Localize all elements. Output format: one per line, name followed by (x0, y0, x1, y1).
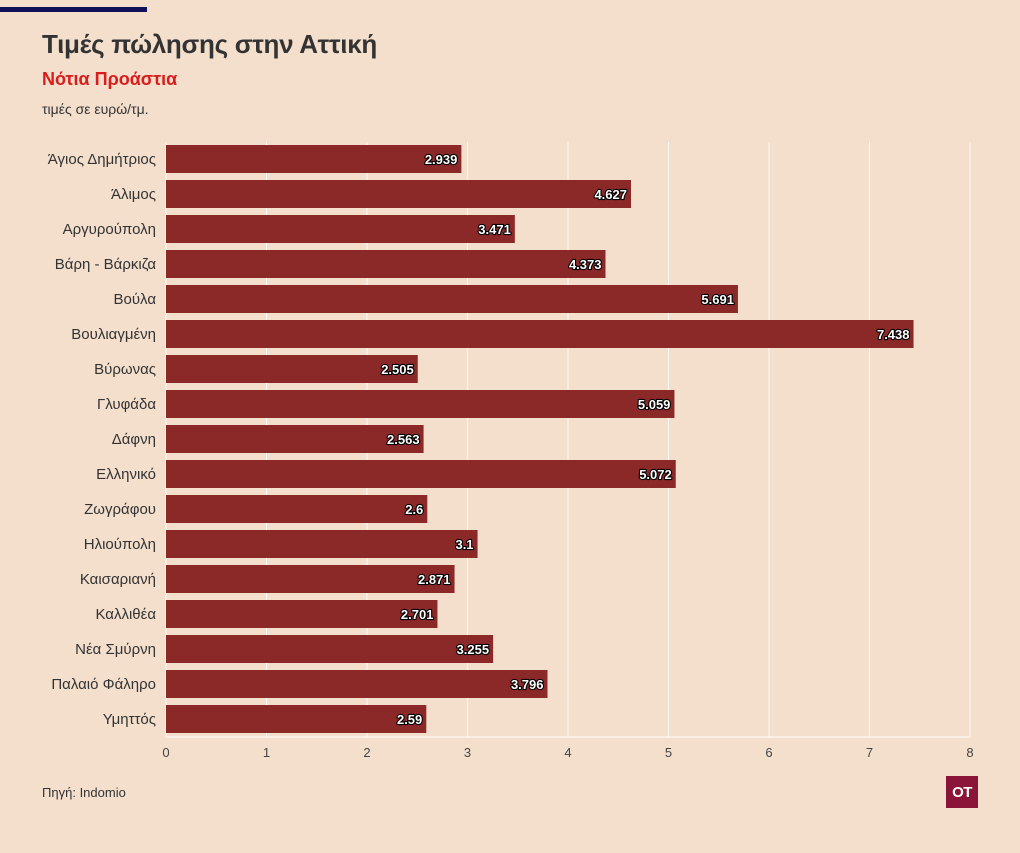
bar (166, 705, 427, 733)
value-label: 5.059 (638, 397, 671, 412)
category-label: Βάρη - Βάρκιζα (55, 256, 157, 273)
value-label: 3.796 (511, 677, 544, 692)
units-label: τιμές σε ευρώ/τμ. (42, 101, 149, 117)
category-label: Βούλα (114, 291, 157, 308)
bar (166, 495, 428, 523)
category-label: Ηλιούπολη (84, 536, 156, 553)
category-label: Ελληνικό (96, 466, 156, 483)
x-tick-label: 1 (263, 745, 270, 760)
bar (166, 180, 632, 208)
category-label: Γλυφάδα (97, 396, 156, 413)
category-label: Ζωγράφου (84, 501, 156, 518)
x-tick-label: 5 (665, 745, 672, 760)
ot-logo: OT (946, 776, 978, 808)
bar (166, 425, 424, 453)
value-label: 2.701 (401, 607, 434, 622)
bar (166, 460, 676, 488)
x-tick-label: 0 (162, 745, 169, 760)
bar (166, 285, 738, 313)
value-label: 2.505 (381, 362, 414, 377)
category-label: Παλαιό Φάληρο (51, 676, 156, 693)
bar (166, 565, 455, 593)
bar (166, 145, 462, 173)
bar (166, 530, 478, 558)
category-label: Άγιος Δημήτριος (48, 151, 156, 168)
value-label: 2.871 (418, 572, 451, 587)
bar (166, 600, 438, 628)
value-label: 3.1 (455, 537, 473, 552)
category-label: Άλιμος (111, 186, 156, 203)
value-label: 5.072 (639, 467, 672, 482)
bar (166, 250, 606, 278)
bar (166, 390, 675, 418)
value-label: 3.255 (457, 642, 490, 657)
bar (166, 320, 914, 348)
x-tick-label: 6 (765, 745, 772, 760)
chart-subtitle: Νότια Προάστια (42, 69, 178, 89)
x-tick-label: 7 (866, 745, 873, 760)
category-label: Υμηττός (103, 711, 156, 728)
bar (166, 355, 418, 383)
category-label: Βύρωνας (94, 361, 156, 378)
bar (166, 635, 494, 663)
source-note: Πηγή: Indomio (42, 785, 126, 800)
category-label: Αργυρούπολη (63, 221, 156, 238)
value-label: 3.471 (478, 222, 511, 237)
value-label: 5.691 (701, 292, 734, 307)
value-label: 2.563 (387, 432, 420, 447)
category-label: Καισαριανή (80, 571, 156, 588)
bar (166, 215, 515, 243)
x-tick-label: 8 (966, 745, 973, 760)
x-tick-label: 2 (363, 745, 370, 760)
value-label: 4.627 (594, 187, 627, 202)
x-tick-label: 3 (464, 745, 471, 760)
value-label: 7.438 (877, 327, 910, 342)
category-label: Δάφνη (112, 431, 156, 448)
value-label: 4.373 (569, 257, 602, 272)
bar (166, 670, 548, 698)
accent-bar (0, 7, 147, 12)
category-label: Καλλιθέα (95, 606, 156, 623)
chart-title: Τιμές πώλησης στην Αττική (42, 29, 377, 59)
x-tick-label: 4 (564, 745, 571, 760)
category-label: Νέα Σμύρνη (75, 641, 156, 658)
category-label: Βουλιαγμένη (71, 326, 156, 343)
value-label: 2.6 (405, 502, 423, 517)
value-label: 2.59 (397, 712, 422, 727)
value-label: 2.939 (425, 152, 458, 167)
